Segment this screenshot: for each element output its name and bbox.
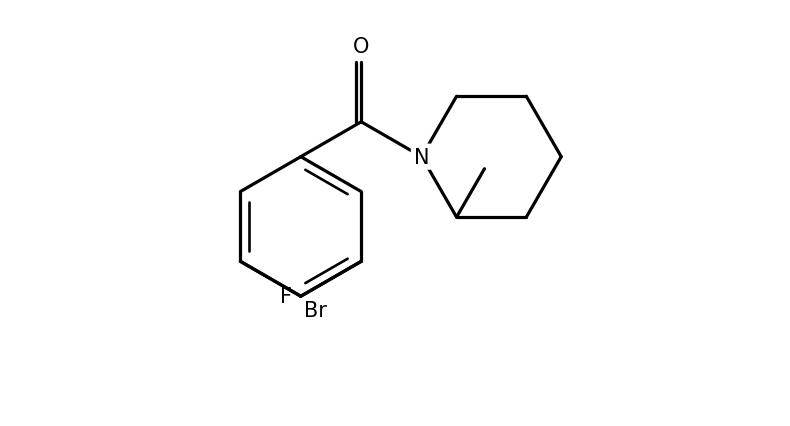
Text: F: F xyxy=(280,287,292,307)
Text: Br: Br xyxy=(304,300,327,320)
Text: O: O xyxy=(353,36,370,56)
Text: N: N xyxy=(414,147,430,167)
